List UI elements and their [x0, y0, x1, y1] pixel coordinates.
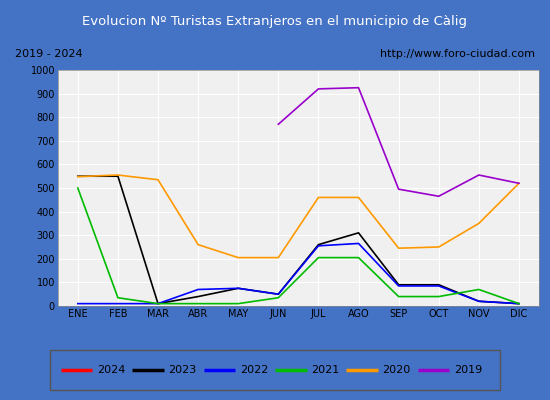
- Text: 2019 - 2024: 2019 - 2024: [15, 49, 83, 59]
- Text: 2024: 2024: [97, 365, 125, 375]
- Text: Evolucion Nº Turistas Extranjeros en el municipio de Càlig: Evolucion Nº Turistas Extranjeros en el …: [82, 14, 468, 28]
- Text: http://www.foro-ciudad.com: http://www.foro-ciudad.com: [381, 49, 535, 59]
- Text: 2023: 2023: [168, 365, 196, 375]
- Text: 2019: 2019: [454, 365, 482, 375]
- Text: 2022: 2022: [240, 365, 268, 375]
- Text: 2020: 2020: [382, 365, 411, 375]
- Text: 2021: 2021: [311, 365, 339, 375]
